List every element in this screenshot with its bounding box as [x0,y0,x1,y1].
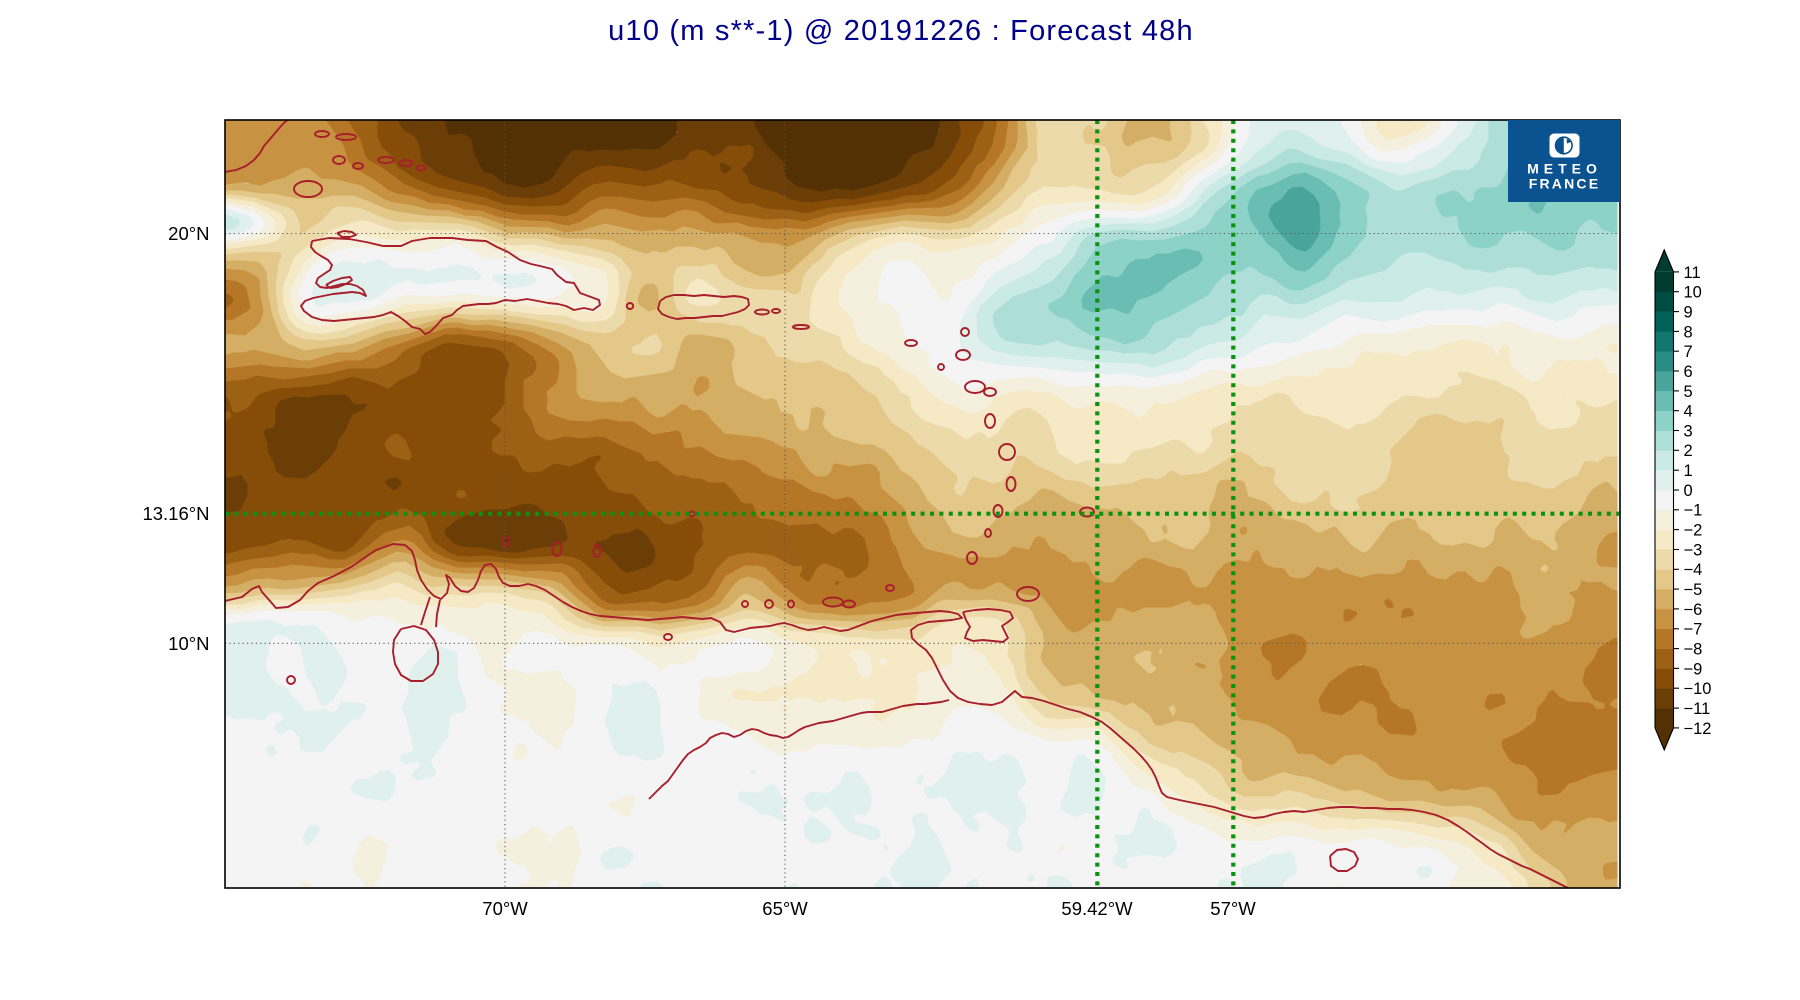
svg-text:59.42°W: 59.42°W [1061,898,1133,919]
svg-text:4: 4 [1684,403,1693,421]
svg-text:METEO: METEO [1527,161,1602,177]
svg-text:10°N: 10°N [168,633,209,654]
svg-text:FRANCE: FRANCE [1529,176,1601,192]
svg-text:6: 6 [1684,363,1693,381]
svg-text:−5: −5 [1684,581,1703,599]
svg-text:5: 5 [1684,383,1693,401]
svg-text:2: 2 [1684,442,1693,460]
svg-text:70°W: 70°W [482,898,528,919]
svg-text:−12: −12 [1684,720,1712,738]
svg-text:−11: −11 [1684,700,1711,718]
svg-text:65°W: 65°W [762,898,808,919]
svg-text:13.16°N: 13.16°N [142,503,209,524]
svg-text:−1: −1 [1684,502,1703,520]
svg-text:20°N: 20°N [168,223,209,244]
svg-text:8: 8 [1684,323,1693,341]
svg-text:−4: −4 [1684,561,1703,579]
svg-text:−7: −7 [1684,621,1703,639]
svg-text:11: 11 [1684,264,1701,282]
svg-text:−10: −10 [1684,680,1712,698]
svg-text:−9: −9 [1684,660,1703,678]
svg-text:−3: −3 [1684,541,1703,559]
svg-text:1: 1 [1684,462,1693,480]
svg-text:7: 7 [1684,343,1693,361]
svg-text:57°W: 57°W [1210,898,1256,919]
svg-text:−8: −8 [1684,641,1703,659]
svg-text:0: 0 [1684,482,1693,500]
svg-text:u10 (m s**-1) @ 20191226 : For: u10 (m s**-1) @ 20191226 : Forecast 48h [608,15,1194,47]
svg-text:−2: −2 [1684,522,1703,540]
svg-text:−6: −6 [1684,601,1703,619]
svg-text:10: 10 [1684,284,1702,302]
svg-text:9: 9 [1684,304,1693,322]
svg-text:3: 3 [1684,422,1693,440]
